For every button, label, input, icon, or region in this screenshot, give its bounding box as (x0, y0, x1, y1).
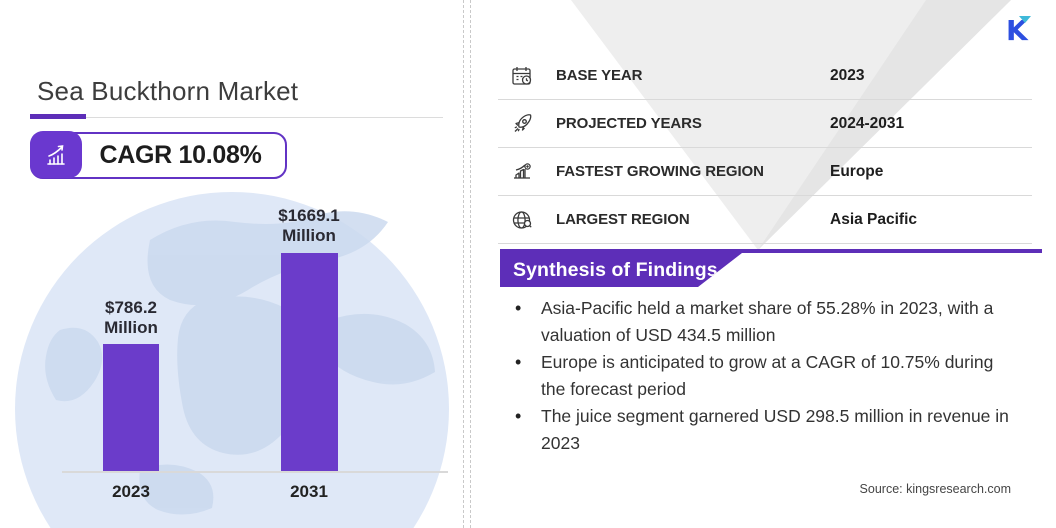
source-attribution: Source: kingsresearch.com (859, 482, 1011, 496)
fact-value: 2023 (830, 66, 865, 84)
key-facts-panel: K BASE YEAR 2023 (471, 0, 1056, 528)
title-underline (30, 117, 443, 118)
bar-value-label-2023: $786.2 Million (104, 298, 158, 337)
fact-row-largest-region: LARGEST REGION Asia Pacific (498, 196, 1032, 244)
fact-row-base-year: BASE YEAR 2023 (498, 52, 1032, 100)
fact-value: Europe (830, 162, 884, 180)
finding-bullet: The juice segment garnered USD 298.5 mil… (509, 403, 1009, 457)
growth-chart-icon (30, 131, 82, 178)
logo-triangle-icon (1019, 16, 1031, 23)
x-axis-label-2023: 2023 (112, 482, 150, 501)
fact-label: FASTEST GROWING REGION (556, 163, 764, 180)
findings-banner: Synthesis of Findings (500, 253, 742, 287)
chart-baseline (62, 471, 448, 473)
page-title: Sea Buckthorn Market (37, 76, 299, 106)
fact-value: Asia Pacific (830, 210, 918, 228)
rocket-icon (510, 111, 536, 137)
panel-divider (463, 0, 471, 528)
fact-value: 2024-2031 (830, 114, 905, 132)
facts-table: BASE YEAR 2023 PROJECTED YEARS 2024-2031 (498, 52, 1032, 244)
findings-top-rule (500, 249, 1042, 253)
fact-row-projected-years: PROJECTED YEARS 2024-2031 (498, 100, 1032, 148)
fact-row-fastest-growing-region: FASTEST GROWING REGION Europe (498, 148, 1032, 196)
kingsresearch-logo: K (1006, 12, 1036, 47)
bar-value-label-2031: $1669.1 Million (278, 206, 340, 245)
bar-2023 (103, 344, 159, 471)
fact-label: BASE YEAR (556, 67, 643, 84)
bar-2031 (281, 253, 338, 471)
title-underline-accent (30, 114, 86, 119)
findings-heading: Synthesis of Findings (513, 258, 718, 281)
calendar-icon (510, 63, 536, 89)
globe-icon (510, 207, 536, 233)
fact-label: PROJECTED YEARS (556, 115, 702, 132)
fact-label: LARGEST REGION (556, 211, 690, 228)
cagr-badge: CAGR 10.08% (30, 131, 287, 179)
cagr-value: CAGR 10.08% (99, 141, 262, 169)
finding-bullet: Asia-Pacific held a market share of 55.2… (509, 295, 1009, 349)
finding-bullet: Europe is anticipated to grow at a CAGR … (509, 349, 1009, 403)
growth-region-icon (510, 159, 536, 185)
findings-list: Asia-Pacific held a market share of 55.2… (509, 295, 1009, 457)
market-chart-panel: Sea Buckthorn Market CAGR 10.08% $786.2 … (0, 0, 460, 528)
x-axis-label-2031: 2031 (290, 482, 328, 501)
